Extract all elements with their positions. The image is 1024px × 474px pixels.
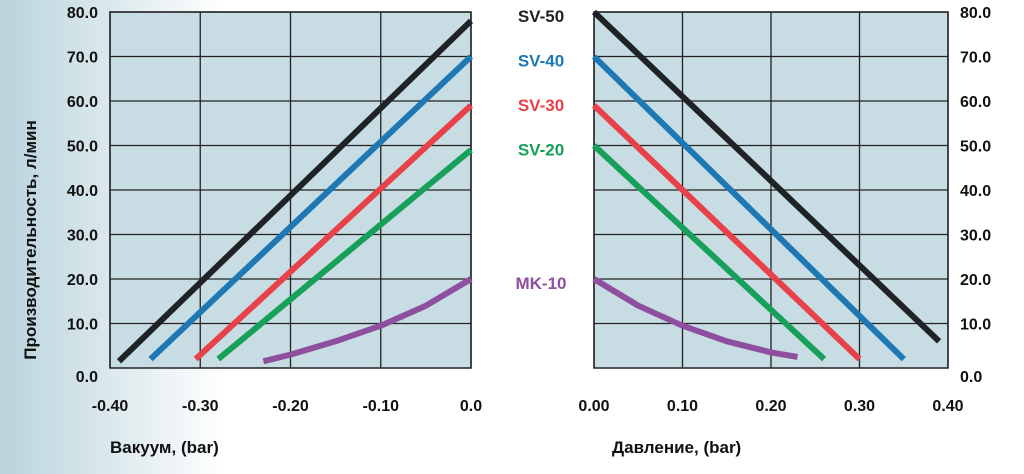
y-axis-label: Производительность, л/мин bbox=[21, 120, 40, 359]
x-axis-label-pressure: Давление, (bar) bbox=[612, 438, 741, 457]
pressure-y-tick-label: 0.0 bbox=[960, 369, 982, 386]
pressure-frame bbox=[593, 11, 949, 369]
vacuum-frame bbox=[109, 11, 472, 369]
pressure-panel: 0.00 0.10 0.20 0.30 0.40 0.0 10.0 20.0 30.0 40.0 5… bbox=[578, 5, 991, 415]
pressure-series-sv-30 bbox=[591, 103, 862, 362]
vacuum-x-tick-label: -0.30 bbox=[182, 398, 219, 415]
pressure-x-tick-label: 0.40 bbox=[932, 398, 963, 415]
pressure-x-tick-label: 0.10 bbox=[667, 398, 698, 415]
pressure-y-tick-label: 70.0 bbox=[960, 50, 991, 67]
legend: SV-50 SV-40 SV-30 SV-20 MK-10 bbox=[515, 7, 566, 293]
vacuum-x-tick-label: -0.40 bbox=[92, 398, 129, 415]
vacuum-y-tick-label: 60.0 bbox=[67, 94, 98, 111]
pressure-series-sv-40 bbox=[591, 54, 906, 362]
pressure-y-tick-label: 30.0 bbox=[960, 228, 991, 245]
legend-label-sv-20: SV-20 bbox=[518, 141, 564, 160]
legend-label-mk-10: MK-10 bbox=[515, 274, 566, 293]
legend-label-sv-30: SV-30 bbox=[518, 96, 564, 115]
legend-label-sv-40: SV-40 bbox=[518, 52, 564, 71]
vacuum-series-mk-10 bbox=[262, 276, 473, 365]
vacuum-x-tick-label: 0.0 bbox=[460, 398, 482, 415]
vacuum-y-tick-label: 50.0 bbox=[67, 139, 98, 156]
vacuum-y-tick-label: 70.0 bbox=[67, 50, 98, 67]
vacuum-y-tick-label: 10.0 bbox=[67, 317, 98, 334]
pressure-series-mk-10 bbox=[592, 276, 799, 360]
pressure-y-tick-label: 10.0 bbox=[960, 317, 991, 334]
pressure-series-sv-20 bbox=[591, 143, 827, 362]
pressure-y-tick-label: 50.0 bbox=[960, 139, 991, 156]
vacuum-series-sv-20 bbox=[216, 147, 473, 362]
legend-label-sv-50: SV-50 bbox=[518, 7, 564, 26]
vacuum-y-tick-label: 30.0 bbox=[67, 228, 98, 245]
pressure-x-tick-label: 0.30 bbox=[844, 398, 875, 415]
pressure-y-tick-label: 20.0 bbox=[960, 272, 991, 289]
vacuum-series-sv-50 bbox=[116, 18, 474, 364]
vacuum-series-sv-40 bbox=[148, 54, 474, 362]
vacuum-y-tick-label: 0.0 bbox=[76, 369, 98, 386]
pressure-series-sv-50 bbox=[591, 9, 942, 344]
vacuum-x-tick-label: -0.20 bbox=[272, 398, 309, 415]
x-axis-label-vacuum: Вакуум, (bar) bbox=[110, 438, 219, 457]
pressure-y-tick-label: 40.0 bbox=[960, 183, 991, 200]
pressure-y-tick-label: 80.0 bbox=[960, 5, 991, 22]
vacuum-x-tick-label: -0.10 bbox=[363, 398, 400, 415]
vacuum-y-tick-label: 20.0 bbox=[67, 272, 98, 289]
pressure-x-tick-label: 0.20 bbox=[755, 398, 786, 415]
pressure-x-tick-label: 0.00 bbox=[578, 398, 609, 415]
vacuum-y-tick-label: 40.0 bbox=[67, 183, 98, 200]
vacuum-series-sv-30 bbox=[193, 103, 474, 362]
vacuum-panel: -0.40 -0.30 -0.20 -0.10 0.0 0.0 10.0 20.0 30.0 40… bbox=[67, 5, 482, 415]
pressure-y-tick-label: 60.0 bbox=[960, 94, 991, 111]
vacuum-y-tick-label: 80.0 bbox=[67, 5, 98, 22]
